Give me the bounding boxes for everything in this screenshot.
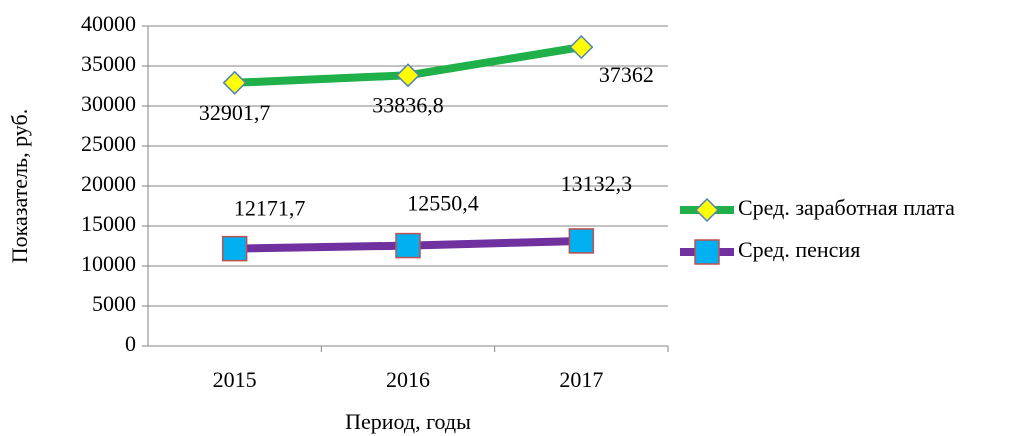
x-tick-label: 2016 [386,367,430,392]
data-label: 13132,3 [561,171,633,196]
marker [694,197,720,223]
marker [395,63,421,88]
data-label: 37362 [599,62,654,87]
data-label: 33836,8 [372,92,444,117]
legend-label: Сред. заработная плата [738,195,955,220]
y-axis-label: Показатель, руб. [7,109,32,263]
legend-label: Сред. пенсия [738,237,860,262]
data-label: 12550,4 [407,191,479,216]
y-tick-label: 0 [125,331,136,356]
x-tick-label: 2017 [559,367,603,392]
y-tick-label: 40000 [81,11,136,36]
x-tick-label: 2015 [213,367,257,392]
y-tick-label: 35000 [81,51,136,76]
marker [569,35,594,60]
marker [222,70,247,95]
x-axis-label: Период, годы [345,409,471,434]
data-label: 12171,7 [234,196,306,221]
y-tick-label: 30000 [81,91,136,116]
y-tick-label: 25000 [81,131,136,156]
marker [568,228,595,254]
y-tick-label: 10000 [81,251,136,276]
marker [694,239,720,265]
y-tick-label: 20000 [81,171,136,196]
y-tick-label: 15000 [81,211,136,236]
data-label: 32901,7 [199,100,271,125]
marker [221,235,248,262]
y-tick-label: 5000 [92,291,136,316]
marker [395,232,421,259]
